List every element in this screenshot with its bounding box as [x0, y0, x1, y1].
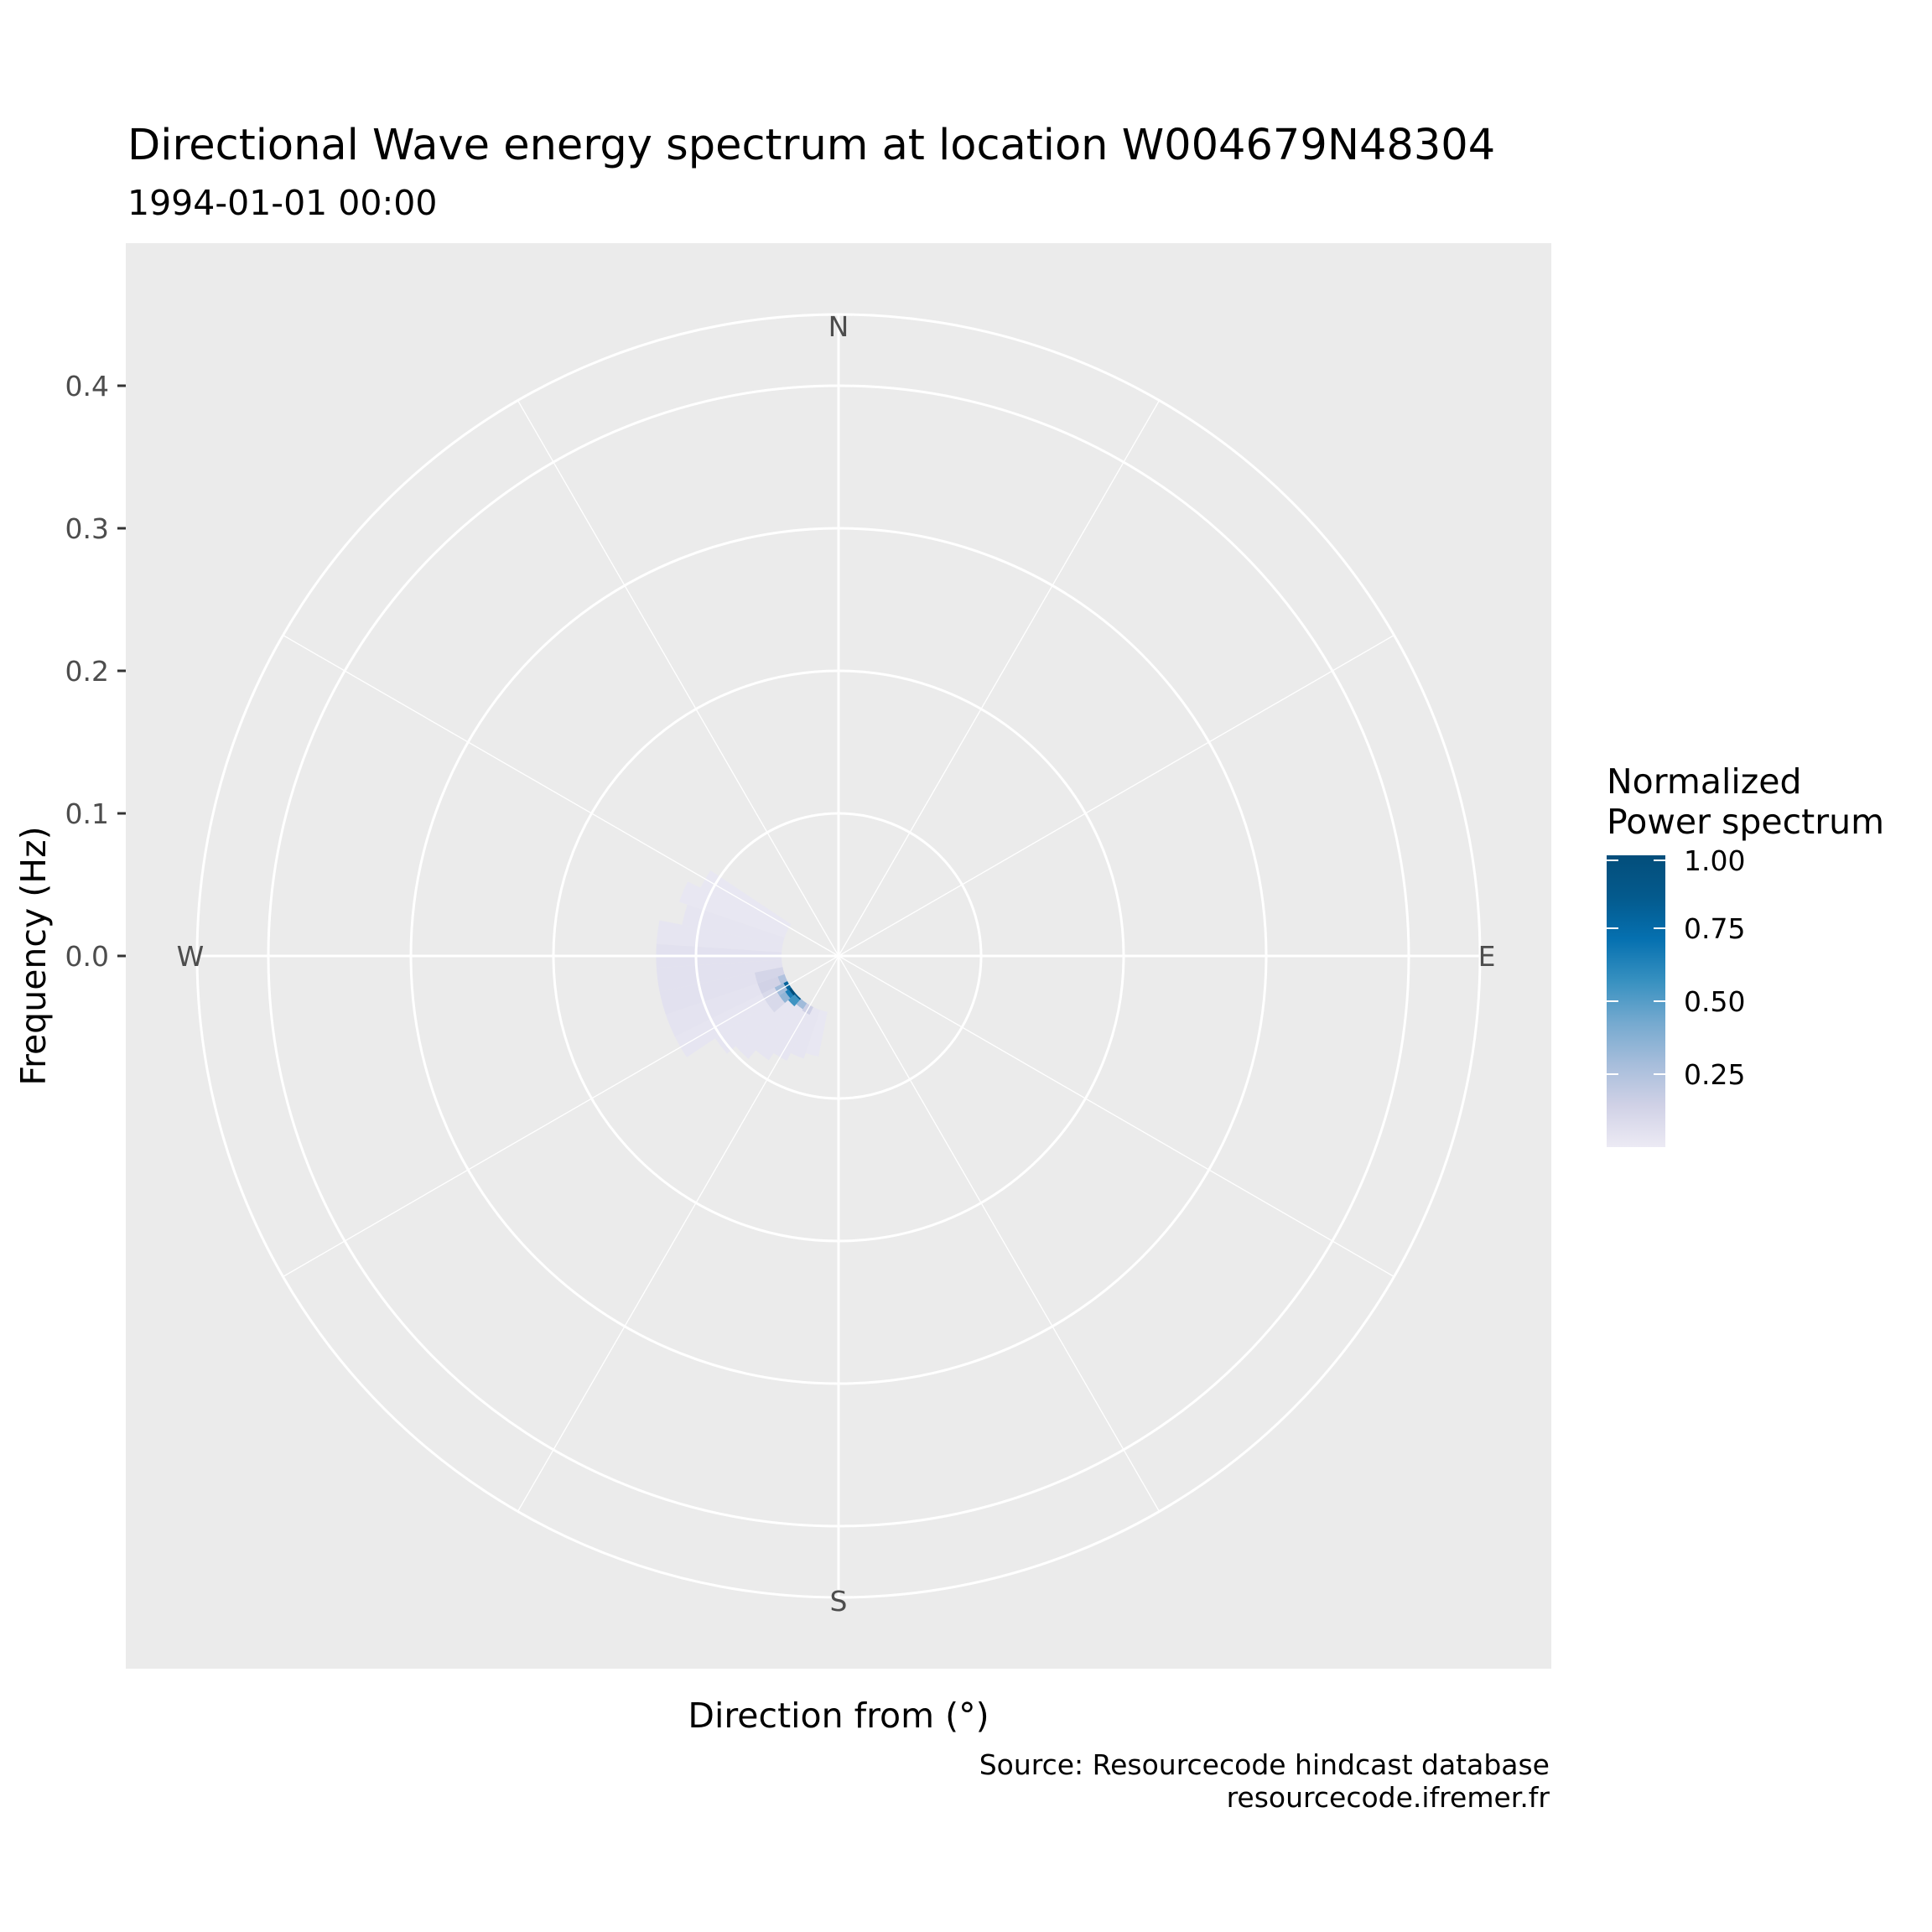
angular-grid-minor — [517, 955, 839, 1512]
polar-grid — [195, 313, 1482, 1599]
spectrum-cell — [794, 993, 802, 1000]
y-axis-title: Frequency (Hz) — [13, 826, 54, 1085]
angular-grid-minor — [283, 955, 839, 1278]
legend-label: 1.00 — [1684, 844, 1745, 877]
radial-tick-label: 0.1 — [65, 797, 109, 830]
spectrum-cell — [656, 920, 783, 953]
spectrum-cell — [788, 987, 796, 996]
spectrum-cell — [785, 987, 796, 999]
direction-label: S — [830, 1585, 848, 1618]
radial-tick-label: 0.4 — [65, 370, 109, 402]
spectrum-cell — [805, 1010, 828, 1057]
spectrum-cell — [790, 1006, 821, 1059]
radial-tick-label: 0.0 — [65, 940, 109, 973]
angular-grid-minor — [283, 634, 839, 957]
angular-grid-minor — [838, 400, 1161, 957]
legend: Normalized Power spectrum 0.25 0.50 0.75 1.… — [1607, 761, 1884, 1147]
legend-label: 0.75 — [1684, 912, 1745, 945]
spectrum-cell — [665, 974, 788, 1037]
spectrum-cell — [656, 959, 783, 992]
legend-label: 0.25 — [1684, 1058, 1745, 1091]
angular-grid-minor — [838, 634, 1394, 957]
spectrum-cells — [656, 870, 828, 1062]
radial-tick-label: 0.2 — [65, 655, 109, 688]
caption-source: Source: Resourcecode hindcast database — [979, 1748, 1550, 1781]
angular-grid-minor — [838, 955, 1394, 1278]
radial-axis: 0.0 0.1 0.2 0.3 0.4 — [65, 370, 126, 973]
direction-label: E — [1478, 940, 1496, 973]
chart-subtitle: 1994-01-01 00:00 — [127, 183, 437, 223]
spectrum-cell — [754, 967, 785, 984]
spectrum-cell — [756, 999, 808, 1061]
radial-tick-label: 0.3 — [65, 512, 109, 545]
legend-title-line-1: Normalized — [1607, 761, 1802, 802]
direction-label: N — [828, 310, 849, 343]
direction-label: W — [177, 940, 205, 973]
spectrum-cell — [777, 974, 788, 984]
x-axis-title: Direction from (°) — [688, 1696, 989, 1736]
angular-grid-minor — [517, 400, 839, 957]
chart-title: Directional Wave energy spectrum at loca… — [127, 121, 1495, 170]
legend-label: 0.50 — [1684, 985, 1745, 1018]
caption-url: resourcecode.ifremer.fr — [1227, 1781, 1550, 1814]
spectrum-cell — [659, 967, 785, 1015]
direction-labels: N E S W — [177, 310, 1496, 1618]
spectrum-cell — [682, 904, 785, 945]
angular-grid-minor — [838, 955, 1161, 1512]
spectrum-cell — [679, 881, 788, 938]
legend-title-line-2: Power spectrum — [1607, 802, 1884, 842]
spectrum-cell — [796, 999, 808, 1010]
spectrum-cell — [735, 993, 802, 1059]
